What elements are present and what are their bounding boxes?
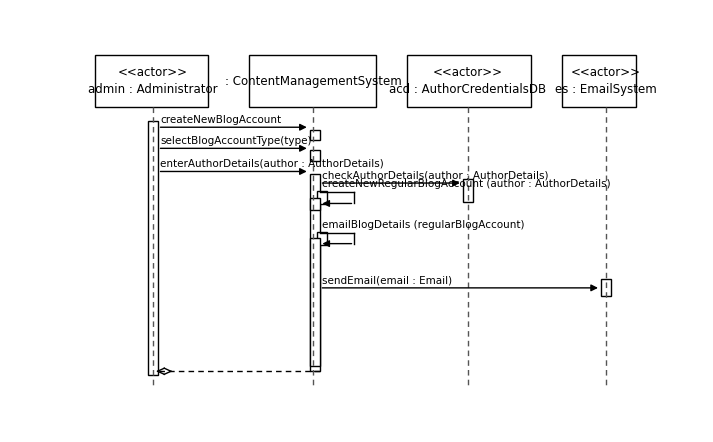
Text: createNewBlogAccount: createNewBlogAccount	[160, 114, 282, 125]
Bar	[317, 232, 327, 245]
Bar	[317, 191, 327, 205]
Bar	[95, 55, 208, 107]
Bar	[562, 55, 636, 107]
Bar	[309, 174, 319, 371]
Bar	[463, 179, 473, 202]
Bar	[309, 130, 319, 140]
Text: createNewRegularBlogAccount (author : AuthorDetails): createNewRegularBlogAccount (author : Au…	[322, 179, 611, 189]
Text: selectBlogAccountType(type): selectBlogAccountType(type)	[160, 136, 312, 145]
Bar	[148, 121, 158, 375]
Bar	[250, 55, 376, 107]
Text: acd : AuthorCredentialsDB: acd : AuthorCredentialsDB	[389, 83, 546, 96]
Text: <<actor>>: <<actor>>	[433, 66, 503, 79]
Bar	[407, 55, 531, 107]
Bar	[309, 238, 319, 366]
Text: enterAuthorDetails(author : AuthorDetails): enterAuthorDetails(author : AuthorDetail…	[160, 159, 384, 169]
Bar	[309, 198, 319, 210]
Text: es : EmailSystem: es : EmailSystem	[555, 83, 657, 96]
Bar	[601, 279, 611, 297]
Text: sendEmail(email : Email): sendEmail(email : Email)	[322, 275, 453, 285]
Text: : ContentManagementSystem: : ContentManagementSystem	[225, 75, 401, 88]
Text: emailBlogDetails (regularBlogAccount): emailBlogDetails (regularBlogAccount)	[322, 220, 525, 230]
Text: admin : Administrator: admin : Administrator	[88, 83, 217, 96]
Text: <<actor>>: <<actor>>	[118, 66, 188, 79]
Bar	[309, 150, 319, 161]
Text: checkAuthorDetails(author : AuthorDetails): checkAuthorDetails(author : AuthorDetail…	[322, 170, 549, 180]
Text: <<actor>>: <<actor>>	[571, 66, 641, 79]
